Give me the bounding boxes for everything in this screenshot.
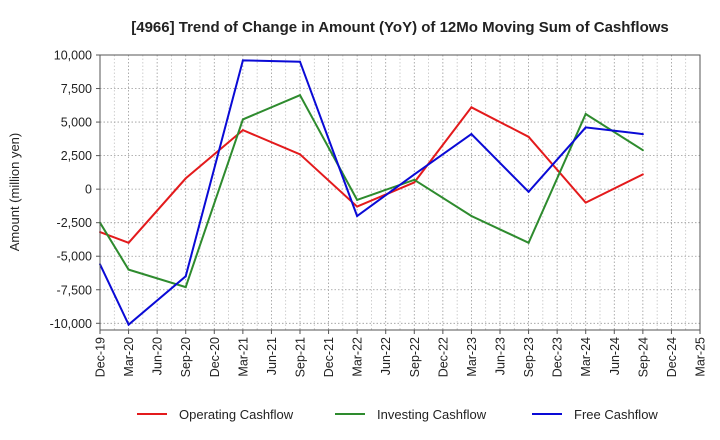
y-tick-label: -2,500 (57, 216, 92, 230)
legend: Operating Cashflow Investing Cashflow Free… (137, 407, 658, 422)
data-point (641, 173, 644, 176)
legend-label: Free Cashflow (574, 407, 658, 422)
data-point (184, 177, 187, 180)
data-point (241, 118, 244, 121)
y-tick-label: 5,000 (61, 116, 92, 130)
data-point (584, 126, 587, 129)
y-axis-label: Amount (million yen) (7, 133, 22, 252)
data-point (413, 178, 416, 181)
x-axis-ticks: Dec-19 Mar-20 Jun-20 Sep-20 Dec-20 Mar-21 Jun-… (94, 330, 708, 377)
x-tick-label: Jun-21 (265, 337, 279, 375)
legend-label: Investing Cashflow (377, 407, 487, 422)
series-lines (99, 59, 644, 327)
x-tick-label: Mar-22 (351, 337, 365, 377)
y-tick-label: -5,000 (57, 250, 92, 264)
x-tick-label: Mar-24 (579, 337, 593, 377)
data-point (641, 149, 644, 152)
data-point (356, 198, 359, 201)
data-point (127, 323, 130, 326)
data-point (356, 205, 359, 208)
data-point (527, 190, 530, 193)
data-point (299, 60, 301, 63)
data-point (299, 94, 301, 97)
y-tick-label: -10,000 (50, 317, 92, 331)
data-point (127, 268, 130, 271)
data-point (470, 214, 473, 217)
data-point (241, 129, 244, 132)
data-point (584, 113, 587, 116)
data-point (584, 201, 587, 204)
data-point (527, 241, 530, 244)
x-tick-label: Dec-19 (94, 337, 108, 377)
data-point (127, 241, 130, 244)
x-tick-label: Jun-23 (494, 337, 508, 375)
data-point (299, 153, 301, 156)
y-tick-label: 7,500 (61, 82, 92, 96)
data-point (470, 133, 473, 136)
y-tick-label: 0 (85, 183, 92, 197)
y-tick-label: 10,000 (54, 49, 92, 63)
chart-title: [4966] Trend of Change in Amount (YoY) o… (131, 19, 669, 36)
x-tick-label: Jun-20 (151, 337, 165, 375)
x-tick-label: Jun-22 (379, 337, 393, 375)
y-axis-ticks: 10,000 7,500 5,000 2,500 0 -2,500 -5,000 -7,500… (50, 49, 100, 331)
data-point (413, 181, 416, 184)
x-tick-label: Dec-24 (665, 337, 679, 377)
data-point (470, 106, 473, 109)
data-point (241, 59, 244, 62)
data-point (413, 173, 416, 176)
x-tick-label: Dec-23 (551, 337, 565, 377)
x-tick-label: Sep-20 (179, 337, 193, 377)
x-tick-label: Dec-22 (436, 337, 450, 377)
x-tick-label: Jun-24 (608, 337, 622, 375)
x-tick-label: Sep-24 (636, 337, 650, 377)
x-tick-label: Mar-23 (465, 337, 479, 377)
y-tick-label: -7,500 (57, 283, 92, 297)
data-point (641, 133, 644, 136)
legend-label: Operating Cashflow (179, 407, 294, 422)
plot-frame (99, 54, 701, 331)
data-point (184, 286, 187, 289)
x-tick-label: Mar-20 (122, 337, 136, 377)
x-tick-label: Sep-23 (522, 337, 536, 377)
x-tick-label: Mar-25 (694, 337, 708, 377)
y-tick-label: 2,500 (61, 149, 92, 163)
x-tick-label: Mar-21 (236, 337, 250, 377)
x-tick-label: Sep-21 (294, 337, 308, 377)
x-tick-label: Sep-22 (408, 337, 422, 377)
data-point (356, 214, 359, 217)
x-tick-label: Dec-20 (208, 337, 222, 377)
x-tick-label: Dec-21 (322, 337, 336, 377)
grid (99, 54, 701, 330)
data-point (184, 275, 187, 278)
data-point (527, 135, 530, 138)
